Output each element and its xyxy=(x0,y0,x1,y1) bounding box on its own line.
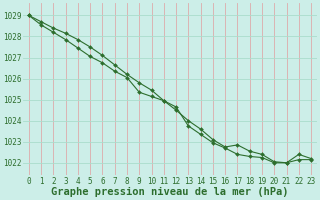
X-axis label: Graphe pression niveau de la mer (hPa): Graphe pression niveau de la mer (hPa) xyxy=(51,187,289,197)
